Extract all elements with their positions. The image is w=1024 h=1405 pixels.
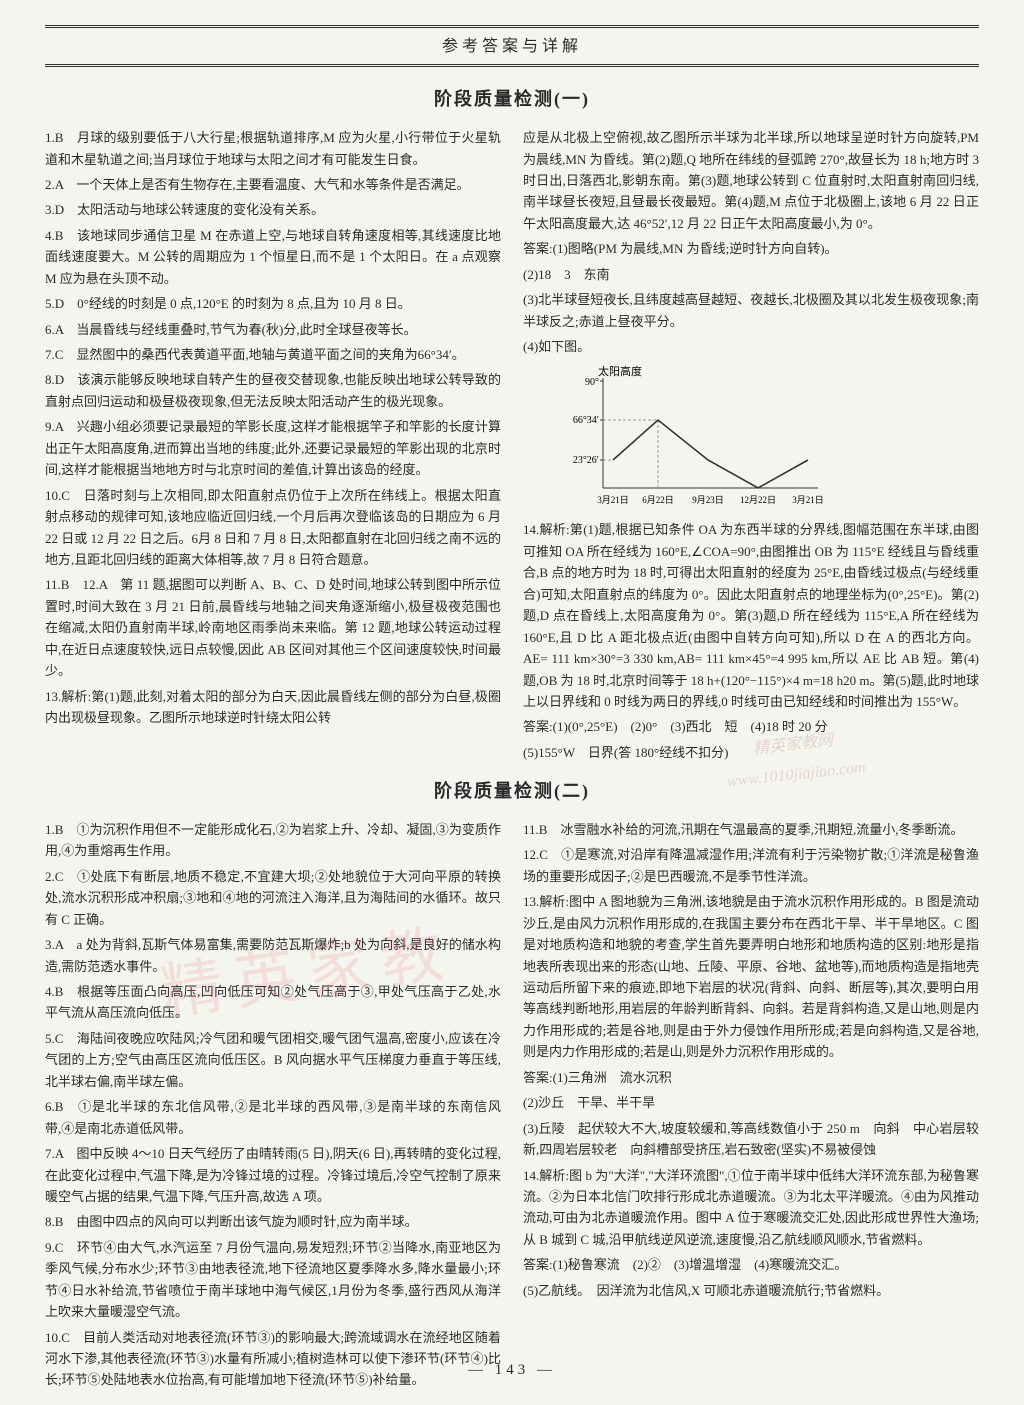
- section1-left-col: 1.B 月球的级别要低于八大行星;根据轨道排序,M 应为火星,小行带位于火星轨道…: [45, 127, 501, 767]
- q-item: 2.C ①处底下有断层,地质不稳定,不宜建大坝;②处地貌位于大河向平原的转换处,…: [45, 866, 501, 930]
- q-item: 7.C 显然图中的桑西代表黄道平面,地轴与黄道平面之间的夹角为66°34′。: [45, 344, 501, 365]
- section1-columns: 1.B 月球的级别要低于八大行星;根据轨道排序,M 应为火星,小行带位于火星轨道…: [45, 127, 979, 767]
- q-item: 5.D 0°经线的时刻是 0 点,120°E 的时刻为 8 点,且为 10 月 …: [45, 293, 501, 314]
- page-number: — 143 —: [0, 1358, 1024, 1383]
- q-item: 8.D 该演示能够反映地球自转产生的昼夜交替现象,也能反映出地球公转导致的直射点…: [45, 369, 501, 412]
- q-item: 答案:(1)图略(PM 为晨线,MN 为昏线;逆时针方向自转)。: [523, 238, 979, 259]
- q-item: 13.解析:第(1)题,此刻,对着太阳的部分为白天,因此晨昏线左侧的部分为白昼,…: [45, 686, 501, 729]
- q-item: (4)如下图。: [523, 336, 979, 357]
- q-item: (3)丘陵 起伏较大不大,坡度较缓和,等高线数值小于 250 m 向斜 中心岩层…: [523, 1118, 979, 1161]
- svg-text:23°26′: 23°26′: [573, 455, 599, 466]
- q-item: 14.解析:图 b 为"大洋","大洋环流图",①位于南半球中低纬大洋环流东部,…: [523, 1165, 979, 1251]
- q-item: 1.B ①为沉积作用但不一定能形成化石,②为岩浆上升、冷却、凝固,③为变质作用,…: [45, 819, 501, 862]
- q-item: 11.B 12.A 第 11 题,据图可以判断 A、B、C、D 处时间,地球公转…: [45, 574, 501, 681]
- q-item: (5)155°W 日界(答 180°经线不扣分): [523, 742, 979, 763]
- q-item: 1.B 月球的级别要低于八大行星;根据轨道排序,M 应为火星,小行带位于火星轨道…: [45, 127, 501, 170]
- q-item: 4.B 根据等压面凸向高压,凹向低压可知②处气压高于③,甲处气压高于乙处,水平气…: [45, 981, 501, 1024]
- section2-title: 阶段质量检测(二): [45, 777, 979, 807]
- q-item: 3.D 太阳活动与地球公转速度的变化没有关系。: [45, 199, 501, 220]
- section1-title: 阶段质量检测(一): [45, 85, 979, 115]
- q-item: 6.A 当晨昏线与经线重叠时,节气为春(秋)分,此时全球昼夜等长。: [45, 319, 501, 340]
- q-item: 答案:(1)(0°,25°E) (2)0° (3)西北 短 (4)18 时 20…: [523, 716, 979, 737]
- q-item: 9.A 兴趣小组必须要记录最短的竿影长度,这样才能根据竿子和竿影的长度计算出正午…: [45, 416, 501, 480]
- sun-altitude-chart: 太阳高度 90° 66°34′ 23°26′ 3月21日 6月22日: [553, 363, 833, 513]
- q-item: 6.B ①是北半球的东北信风带,②是北半球的西风带,③是南半球的东南信风带,④是…: [45, 1096, 501, 1139]
- svg-text:9月23日: 9月23日: [692, 495, 724, 505]
- q-item: 13.解析:图中 A 图地貌为三角洲,该地貌是由于流水沉积作用形成的。B 图是流…: [523, 891, 979, 1063]
- q-item: 12.C ①是寒流,对沿岸有降温减湿作用;洋流有利于污染物扩散;①洋流是秘鲁渔场…: [523, 844, 979, 887]
- svg-text:12月22日: 12月22日: [740, 495, 776, 505]
- q-item: 答案:(1)三角洲 流水沉积: [523, 1067, 979, 1088]
- q-item: (2)18 3 东南: [523, 264, 979, 285]
- q-item: 2.A 一个天体上是否有生物存在,主要看温度、大气和水等条件是否满足。: [45, 174, 501, 195]
- q-item: 11.B 冰雪融水补给的河流,汛期在气温最高的夏季,汛期短,流量小,冬季断流。: [523, 819, 979, 840]
- q-item: (5)乙航线。 因洋流为北信风,X 可顺北赤道暖流航行;节省燃料。: [523, 1280, 979, 1301]
- svg-text:3月21日: 3月21日: [792, 495, 824, 505]
- svg-text:90°: 90°: [585, 377, 599, 388]
- section2-left-col: 1.B ①为沉积作用但不一定能形成化石,②为岩浆上升、冷却、凝固,③为变质作用,…: [45, 819, 501, 1395]
- q-item: 8.B 由图中四点的风向可以判断出该气旋为顺时针,应为南半球。: [45, 1211, 501, 1232]
- q-item: 答案:(1)秘鲁寒流 (2)② (3)增温增湿 (4)寒暖流交汇。: [523, 1254, 979, 1275]
- section2-columns: 1.B ①为沉积作用但不一定能形成化石,②为岩浆上升、冷却、凝固,③为变质作用,…: [45, 819, 979, 1395]
- page-header: 参考答案与详解: [45, 30, 979, 67]
- q-item: 14.解析:第(1)题,根据已知条件 OA 为东西半球的分界线,图幅范围在东半球…: [523, 519, 979, 712]
- q-item: 4.B 该地球同步通信卫星 M 在赤道上空,与地球自转角速度相等,其线速度比地面…: [45, 225, 501, 289]
- svg-text:6月22日: 6月22日: [642, 495, 674, 505]
- q-item: 应是从北极上空俯视,故乙图所示半球为北半球,所以地球呈逆时针方向旋转,PM 为晨…: [523, 127, 979, 234]
- q-item: 7.A 图中反映 4～10 日天气经历了由晴转雨(5 日),阴天(6 日),再转…: [45, 1143, 501, 1207]
- section1-right-col: 应是从北极上空俯视,故乙图所示半球为北半球,所以地球呈逆时针方向旋转,PM 为晨…: [523, 127, 979, 767]
- q-item: 5.C 海陆间夜晚应吹陆风;冷气团和暖气团相交,暖气团气温高,密度小,应该在冷气…: [45, 1028, 501, 1092]
- q-item: 3.A a 处为背斜,瓦斯气体易富集,需要防范瓦斯爆炸;b 处为向斜,是良好的储…: [45, 934, 501, 977]
- q-item: (3)北半球昼短夜长,且纬度越高昼越短、夜越长,北极圈及其以北发生极夜现象;南半…: [523, 289, 979, 332]
- svg-text:66°34′: 66°34′: [573, 415, 599, 426]
- q-item: (2)沙丘 干旱、半干旱: [523, 1092, 979, 1113]
- chart-title: 太阳高度: [598, 364, 642, 378]
- q-item: 10.C 日落时刻与上次相同,即太阳直射点仍位于上次所在纬线上。根据太阳直射点移…: [45, 485, 501, 571]
- q-item: 9.C 环节④由大气,水汽运至 7 月份气温向,易发短烈;环节②当降水,南亚地区…: [45, 1237, 501, 1323]
- section2-right-col: 11.B 冰雪融水补给的河流,汛期在气温最高的夏季,汛期短,流量小,冬季断流。 …: [523, 819, 979, 1395]
- svg-text:3月21日: 3月21日: [597, 495, 629, 505]
